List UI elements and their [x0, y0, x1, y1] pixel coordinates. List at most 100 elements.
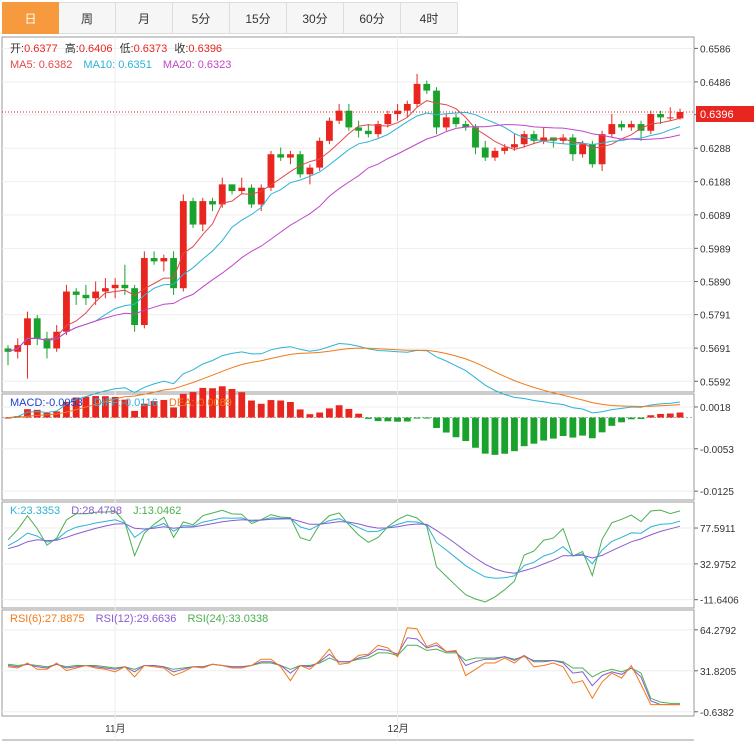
- candle-body: [540, 137, 548, 141]
- tab-2[interactable]: 月: [116, 2, 173, 34]
- last-price-label: 0.6396: [700, 109, 734, 121]
- macd-bar: [228, 389, 236, 418]
- candle-body: [53, 331, 61, 349]
- macd-bar: [267, 400, 275, 418]
- candle-body: [140, 258, 148, 326]
- tab-7[interactable]: 4时: [401, 2, 458, 34]
- ma10-line: [7, 111, 681, 353]
- macd-bar: [520, 417, 528, 447]
- macd-value: -0.0053: [45, 397, 82, 409]
- macd-bar: [140, 403, 148, 418]
- candle-body: [150, 258, 158, 262]
- tab-6[interactable]: 60分: [344, 2, 401, 34]
- tab-0[interactable]: 日: [2, 2, 59, 34]
- candle-body: [452, 117, 460, 125]
- ma20-line: [7, 124, 681, 353]
- macd-bar: [287, 402, 294, 418]
- candle-body: [63, 291, 70, 332]
- diff-line: [7, 342, 681, 419]
- k-line: [7, 517, 681, 579]
- candle-body: [24, 318, 31, 346]
- candle-body: [627, 124, 635, 128]
- d-line: [7, 518, 681, 574]
- macd-bar: [637, 417, 645, 420]
- macd-bar: [676, 412, 684, 418]
- macd-bar: [355, 413, 363, 418]
- candle-body: [82, 294, 90, 299]
- candle-body: [501, 147, 509, 151]
- candle-body: [511, 144, 518, 148]
- macd-bar: [63, 401, 70, 418]
- candle-body: [131, 288, 139, 326]
- macd-bar: [442, 417, 450, 433]
- candle-body: [170, 258, 177, 289]
- tab-5[interactable]: 30分: [287, 2, 344, 34]
- dea-line: [7, 347, 681, 419]
- macd-bar: [423, 417, 431, 419]
- tab-1[interactable]: 周: [59, 2, 116, 34]
- macd-bar: [472, 417, 479, 448]
- month-label: 12月: [388, 723, 409, 735]
- macd-bar: [248, 400, 255, 418]
- j-line: [7, 509, 681, 603]
- candle-body: [384, 114, 392, 125]
- kdj-legend: K:23.3353 D:28.4798 J:13.0462: [10, 505, 181, 517]
- macd-tick-label: 0.0018: [700, 403, 731, 414]
- price-tick-label: 0.6188: [700, 178, 731, 189]
- candle-body: [121, 284, 129, 289]
- dea-value: -0.0089: [195, 397, 232, 409]
- macd-bar: [170, 407, 177, 418]
- macd-bar: [238, 392, 246, 418]
- macd-bar: [179, 393, 187, 418]
- macd-bar: [433, 417, 440, 429]
- rsi24-line: [7, 644, 680, 704]
- tab-4[interactable]: 15分: [230, 2, 287, 34]
- price-tick-label: 0.6586: [700, 44, 731, 55]
- candle-body: [189, 201, 197, 225]
- candle-body: [520, 134, 528, 145]
- candle-body: [472, 127, 479, 148]
- candle-body: [355, 127, 363, 131]
- candle-body: [559, 137, 567, 141]
- k-value: 23.3353: [20, 505, 60, 517]
- macd-pane-frame: [1, 393, 695, 501]
- candle-body: [364, 130, 372, 135]
- macd-bar: [24, 409, 31, 418]
- macd-tick-label: -0.0053: [700, 445, 734, 456]
- candle-body: [666, 117, 674, 119]
- macd-bar: [101, 396, 109, 418]
- macd-bar: [296, 409, 304, 418]
- macd-bar: [540, 417, 548, 441]
- macd-bar: [364, 417, 372, 419]
- macd-tick-label: -0.0125: [700, 487, 734, 498]
- candle-body: [72, 291, 80, 295]
- candle-body: [442, 117, 450, 128]
- macd-bar: [394, 417, 401, 422]
- macd-bar: [657, 413, 664, 418]
- candle-body: [413, 83, 421, 104]
- candle-body: [257, 187, 265, 205]
- macd-bar: [666, 413, 674, 418]
- price-tick-label: 0.5691: [700, 344, 731, 355]
- close-value: 0.6396: [188, 43, 222, 55]
- candle-body: [160, 258, 168, 262]
- timeframe-tabs: 日周月 5分 15分 30分 60分 4时: [2, 2, 628, 34]
- price-tick-label: 0.5592: [700, 377, 731, 388]
- candle-body: [287, 154, 294, 158]
- candle-body: [345, 110, 353, 128]
- low-value: 0.6373: [134, 43, 168, 55]
- kdj-tick-label: -11.6406: [700, 596, 739, 607]
- price-tick-label: 0.6089: [700, 211, 731, 222]
- kdj-tick-label: 77.5911: [700, 524, 736, 535]
- rsi-legend: RSI(6):27.8875 RSI(12):29.6636 RSI(24):3…: [10, 613, 268, 625]
- macd-bar: [189, 392, 197, 418]
- tab-3[interactable]: 5分: [173, 2, 230, 34]
- candle-body: [433, 90, 440, 128]
- macd-bar: [345, 408, 353, 418]
- rsi-tick-label: 64.2792: [700, 626, 737, 637]
- candle-body: [228, 184, 236, 192]
- macd-bar: [588, 417, 596, 439]
- macd-bar: [569, 417, 577, 438]
- macd-bar: [579, 417, 587, 436]
- macd-bar: [598, 417, 606, 433]
